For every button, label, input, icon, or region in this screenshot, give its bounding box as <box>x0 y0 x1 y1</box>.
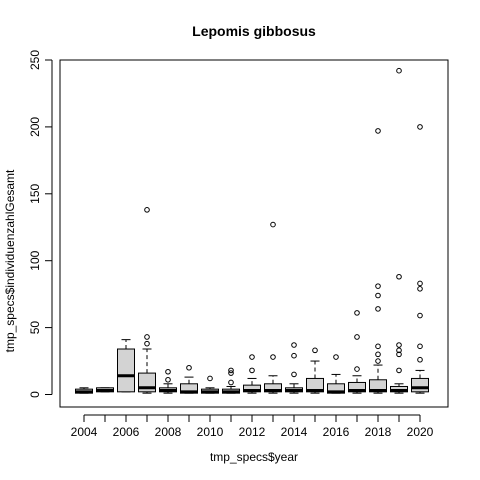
x-tick-label: 2008 <box>155 425 182 439</box>
box-iqr <box>412 378 429 391</box>
box-iqr <box>118 349 135 392</box>
box-2005 <box>97 388 114 392</box>
y-tick-label: 250 <box>28 50 42 70</box>
x-tick-label: 2004 <box>71 425 98 439</box>
y-tick-label: 100 <box>28 250 42 270</box>
x-tick-label: 2016 <box>323 425 350 439</box>
y-tick-label: 200 <box>28 117 42 137</box>
x-tick-label: 2014 <box>281 425 308 439</box>
x-tick-label: 2006 <box>113 425 140 439</box>
y-tick-label: 50 <box>28 321 42 335</box>
y-tick-label: 150 <box>28 183 42 203</box>
x-tick-label: 2012 <box>239 425 266 439</box>
y-tick-label: 0 <box>28 391 42 398</box>
x-axis-label: tmp_specs$year <box>210 450 298 464</box>
chart-title: Lepomis gibbosus <box>192 23 316 39</box>
x-tick-label: 2010 <box>197 425 224 439</box>
x-tick-label: 2018 <box>365 425 392 439</box>
x-tick-label: 2020 <box>407 425 434 439</box>
y-axis-label: tmp_specs$individuenzahlGesamt <box>3 169 17 352</box>
